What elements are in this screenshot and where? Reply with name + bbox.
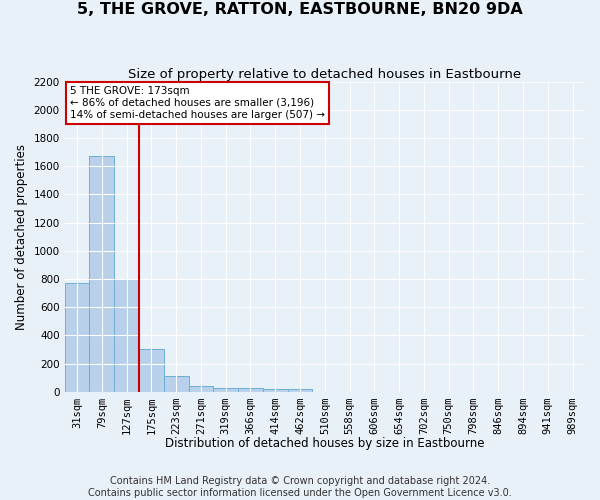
Text: 5, THE GROVE, RATTON, EASTBOURNE, BN20 9DA: 5, THE GROVE, RATTON, EASTBOURNE, BN20 9… bbox=[77, 2, 523, 18]
Bar bbox=[287, 389, 313, 392]
Bar bbox=[238, 388, 263, 392]
Text: 5 THE GROVE: 173sqm
← 86% of detached houses are smaller (3,196)
14% of semi-det: 5 THE GROVE: 173sqm ← 86% of detached ho… bbox=[70, 86, 325, 120]
X-axis label: Distribution of detached houses by size in Eastbourne: Distribution of detached houses by size … bbox=[165, 437, 485, 450]
Y-axis label: Number of detached properties: Number of detached properties bbox=[15, 144, 28, 330]
Title: Size of property relative to detached houses in Eastbourne: Size of property relative to detached ho… bbox=[128, 68, 521, 80]
Text: Contains HM Land Registry data © Crown copyright and database right 2024.
Contai: Contains HM Land Registry data © Crown c… bbox=[88, 476, 512, 498]
Bar bbox=[164, 376, 188, 392]
Bar bbox=[139, 349, 164, 392]
Bar bbox=[114, 279, 139, 392]
Bar bbox=[65, 284, 89, 392]
Bar bbox=[214, 388, 238, 392]
Bar bbox=[263, 389, 287, 392]
Bar bbox=[89, 156, 114, 392]
Bar bbox=[188, 386, 214, 392]
